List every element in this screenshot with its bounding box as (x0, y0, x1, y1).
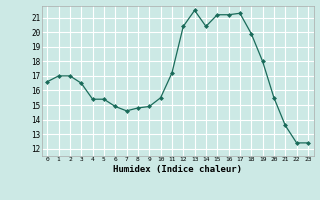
X-axis label: Humidex (Indice chaleur): Humidex (Indice chaleur) (113, 165, 242, 174)
